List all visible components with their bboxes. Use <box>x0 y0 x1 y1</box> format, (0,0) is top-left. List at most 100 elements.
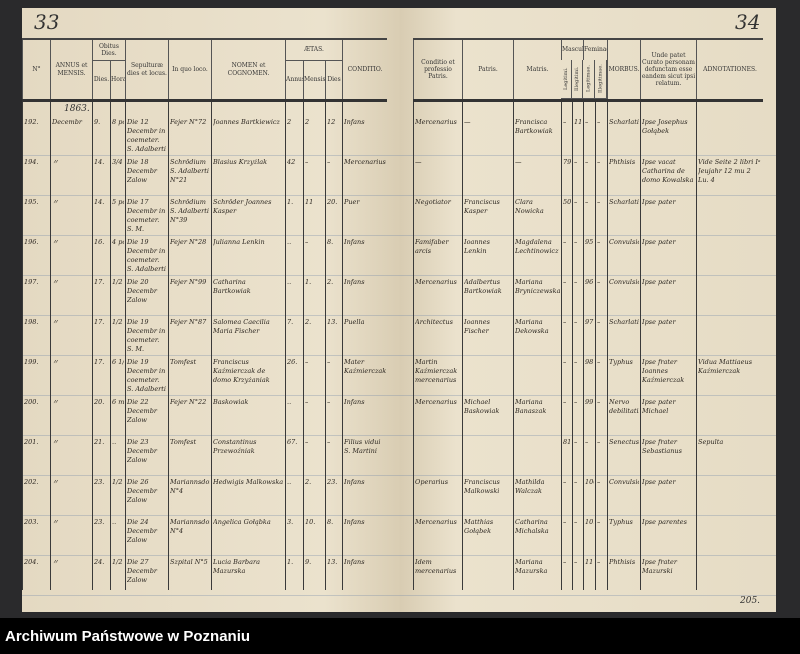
cell-d: – <box>327 158 331 166</box>
cell-sepultura: Die 12 Decembr in coemeter. S. Adalberti <box>127 118 166 154</box>
column-header-unde: Unde patet Curato personam defunctam ess… <box>640 40 696 99</box>
cell-dies: 24. <box>94 558 105 566</box>
cell-conditio: Infans <box>344 118 365 126</box>
cell-hora: 1/2 8 <box>112 478 124 486</box>
cell-no: 198. <box>24 318 39 326</box>
cell-conditio: Mercenarius <box>415 278 457 286</box>
cell-conditio: Puer <box>344 198 360 206</box>
cell-conditio: Infans <box>344 478 365 486</box>
cell-morbus: Convulsiones <box>609 278 639 286</box>
cell-d: 13. <box>327 558 338 566</box>
cell-matris: Magdalena Lechtinowicz <box>515 238 559 256</box>
cell-d: 12 <box>327 118 336 126</box>
cell-adn: Vide Seite 2 libri Iᵃ Jeujahr 12 mu 2 Lu… <box>698 158 761 185</box>
cell-sepultura: Die 19 Decembr in coemeter. S. Adalberti <box>127 238 166 274</box>
cell-conditio: Negotiator <box>415 198 451 206</box>
cell-loco: Tomfest <box>170 438 197 446</box>
column-rule <box>92 102 93 590</box>
cell-unde: Ipse pater <box>642 238 676 246</box>
cell-fi: – <box>597 238 601 246</box>
cell-nomen: Joannes Bartkiewicz <box>213 118 280 126</box>
page-number: 33 <box>34 10 60 34</box>
cell-patris: — <box>464 118 471 126</box>
cell-mens: 10. <box>305 518 316 526</box>
cell-unde: Ipse parentes <box>642 518 687 526</box>
column-header-patris: Patris. <box>462 40 513 99</box>
cell-matris: — <box>515 158 522 166</box>
cell-fi: – <box>597 518 601 526</box>
cell-fl: 100 <box>585 478 594 486</box>
cell-conditio: Mercenarius <box>344 158 386 166</box>
cell-conditio: Mercenarius <box>415 518 457 526</box>
cell-fl: 95 <box>585 238 594 246</box>
cell-dies: 21. <box>94 438 105 446</box>
table-row: Negotiator Franciscus Kasper Clara Nowicka… <box>400 196 776 236</box>
cell-unde: Ipse pater Michael <box>642 398 676 416</box>
cell-annus: 1. <box>287 558 294 566</box>
cell-annus: .. <box>287 238 292 246</box>
column-rule <box>325 102 326 590</box>
cell-fl: 98 <box>585 358 594 366</box>
cell-mi: 11 <box>574 118 582 126</box>
column-rule <box>462 102 463 590</box>
cell-sepultura: Die 20 Decembr Zalow <box>127 278 157 305</box>
column-header-aetas_mensis: Mensis. <box>303 60 325 99</box>
cell-unde: Ipse frater Ioannes Kaźmierczak <box>642 358 685 385</box>
cell-mi: – <box>574 158 578 166</box>
cell-fi: – <box>597 198 601 206</box>
cell-loco: Fejer N°99 <box>170 278 207 286</box>
column-header-sepultura: Sepulturæ dies et locus. <box>125 40 168 99</box>
cell-d: – <box>327 358 331 366</box>
cell-nomen: Constantinus Przewoźniak <box>213 438 257 456</box>
cell-loco: Fejer N°72 <box>170 118 207 126</box>
column-header-aetas_dies: Dies <box>325 60 342 99</box>
cell-unde: Ipse pater <box>642 278 676 286</box>
cell-nomen: Catharina Bartkowiak <box>213 278 251 296</box>
table-row: Idem mercenarius Mariana Mazurska – –11– Pht… <box>400 556 776 596</box>
column-header-obitus_dies: Dies. <box>92 60 110 99</box>
cell-fi: – <box>597 358 601 366</box>
cell-conditio: Martin Kaźmierczak mercenarius <box>415 358 458 385</box>
cell-no: 195. <box>24 198 39 206</box>
cell-nomen: Baskowiak <box>213 398 249 406</box>
column-header-legitimi: Legitimi. <box>561 60 572 99</box>
cell-mensis: 〃 <box>52 278 59 286</box>
cell-d: 20. <box>327 198 338 206</box>
cell-conditio: Infans <box>344 238 365 246</box>
cell-morbus: Senectus <box>609 438 639 446</box>
cell-d: – <box>327 438 331 446</box>
cell-annus: 67. <box>287 438 298 446</box>
cell-patris: Matthias Gołąbek <box>464 518 494 536</box>
column-header-no: N° <box>22 40 50 99</box>
cell-fl: 11 <box>585 558 594 566</box>
cell-loco: Mariannsdorf N°4 <box>170 518 210 536</box>
cell-annus: .. <box>287 478 292 486</box>
table-row: Martin Kaźmierczak mercenarius – –98– Typhu… <box>400 356 776 396</box>
cell-d: 2. <box>327 278 334 286</box>
cell-no: 201. <box>24 438 39 446</box>
cell-fl: 96 <box>585 278 594 286</box>
cell-dies: 17. <box>94 318 105 326</box>
cell-annus: 2 <box>287 118 292 126</box>
table-row: Mercenarius Adalbertus Bartkowiak Mariana … <box>400 276 776 316</box>
cell-patris: Adalbertus Bartkowiak <box>464 278 502 296</box>
cell-morbus: Scharlatina <box>609 318 639 326</box>
cell-hora: 5 pom. <box>112 198 124 206</box>
cell-annus: 42 <box>287 158 296 166</box>
cell-ml: – <box>563 238 567 246</box>
cell-conditio: Mercenarius <box>415 118 457 126</box>
cell-no: 197. <box>24 278 39 286</box>
column-header-nomen: NOMEN et COGNOMEN. <box>211 40 285 99</box>
cell-matris: Catharina Michalska <box>515 518 549 536</box>
cell-morbus: Phthisis <box>609 158 636 166</box>
cell-mi: – <box>574 558 578 566</box>
cell-mens: 9. <box>305 558 312 566</box>
cell-conditio: Idem mercenarius <box>415 558 457 576</box>
cell-conditio: Mater Kaźmierczak <box>344 358 386 376</box>
cell-mi: – <box>574 318 578 326</box>
cell-annus: 7. <box>287 318 294 326</box>
cell-matris: Mariana Bryniczewska <box>515 278 560 296</box>
cell-fl: 97 <box>585 318 594 326</box>
cell-fl: – <box>585 438 589 446</box>
column-group-header-feminae: Feminae <box>583 40 607 60</box>
